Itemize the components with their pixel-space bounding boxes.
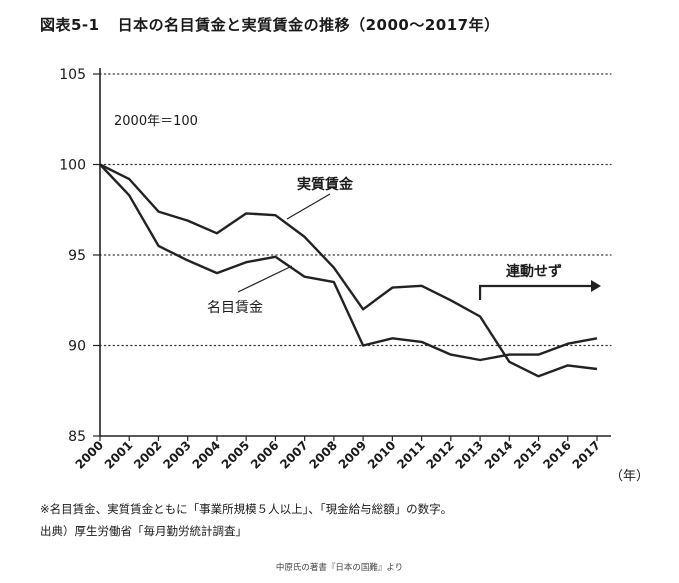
figure-title: 図表5-1 日本の名目賃金と実質賃金の推移（2000～2017年）	[40, 14, 500, 35]
nominal-wage-line	[99, 163, 598, 362]
x-tick-label: 2002	[131, 438, 165, 472]
real-wage-line	[99, 163, 598, 378]
nominal-wage-leader	[237, 265, 293, 293]
footnote-definition: ※名目賃金、実質賃金ともに「事業所規模５人以上」、「現金給与総額」の数字。	[40, 502, 453, 516]
x-tick-label: 2016	[540, 438, 574, 472]
y-tick-label: 105	[59, 67, 86, 83]
x-tick-label: 2013	[453, 438, 487, 472]
x-axis-unit: （年）	[610, 469, 649, 484]
arrow-head-icon	[591, 280, 601, 292]
real-wage-leader	[286, 193, 331, 220]
nominal-wage-label: 名目賃金	[207, 300, 263, 316]
x-tick-label: 2008	[306, 438, 340, 472]
x-tick-label: 2005	[219, 438, 253, 472]
x-tick-label: 2010	[365, 438, 399, 472]
image-credit: 中原氏の著書『日本の国難』より	[275, 563, 404, 573]
real-wage-label: 実質賃金	[297, 176, 354, 193]
x-tick-label: 2015	[511, 438, 545, 472]
figure-title-text: 日本の名目賃金と実質賃金の推移（2000～2017年）	[117, 16, 500, 34]
y-tick-label: 90	[68, 339, 86, 355]
footnotes: ※名目賃金、実質賃金ともに「事業所規模５人以上」、「現金給与総額」の数字。 出典…	[40, 498, 452, 542]
base-year-note: 2000年＝100	[114, 114, 198, 129]
x-tick-label: 2007	[277, 438, 311, 472]
x-tick-label: 2017	[570, 438, 604, 472]
x-tick-label: 2014	[482, 438, 516, 472]
x-tick-label: 2004	[190, 438, 224, 472]
x-tick-label: 2009	[336, 438, 370, 472]
footnote-source: 出典）厚生労働省「毎月勤労統計調査」	[40, 524, 247, 538]
series-lines	[99, 163, 598, 378]
x-tick-label: 2001	[102, 438, 136, 472]
gridlines	[99, 73, 612, 347]
y-tick-label: 95	[68, 248, 86, 264]
x-tick-label: 2003	[160, 438, 194, 472]
x-tick-label: 2006	[248, 438, 282, 472]
decoupled-label: 連動せず	[506, 263, 562, 280]
y-tick-label: 100	[59, 158, 86, 174]
decoupled-bracket	[478, 284, 593, 300]
x-tick-label: 2011	[394, 438, 428, 472]
figure-number: 図表5-1	[40, 16, 100, 34]
y-tick-label: 85	[68, 429, 86, 445]
x-tick-label: 2012	[423, 438, 457, 472]
